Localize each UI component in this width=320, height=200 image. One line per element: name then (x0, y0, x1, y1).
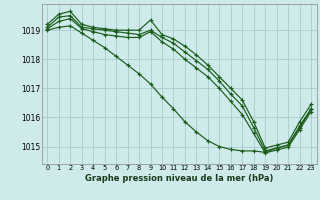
X-axis label: Graphe pression niveau de la mer (hPa): Graphe pression niveau de la mer (hPa) (85, 174, 273, 183)
